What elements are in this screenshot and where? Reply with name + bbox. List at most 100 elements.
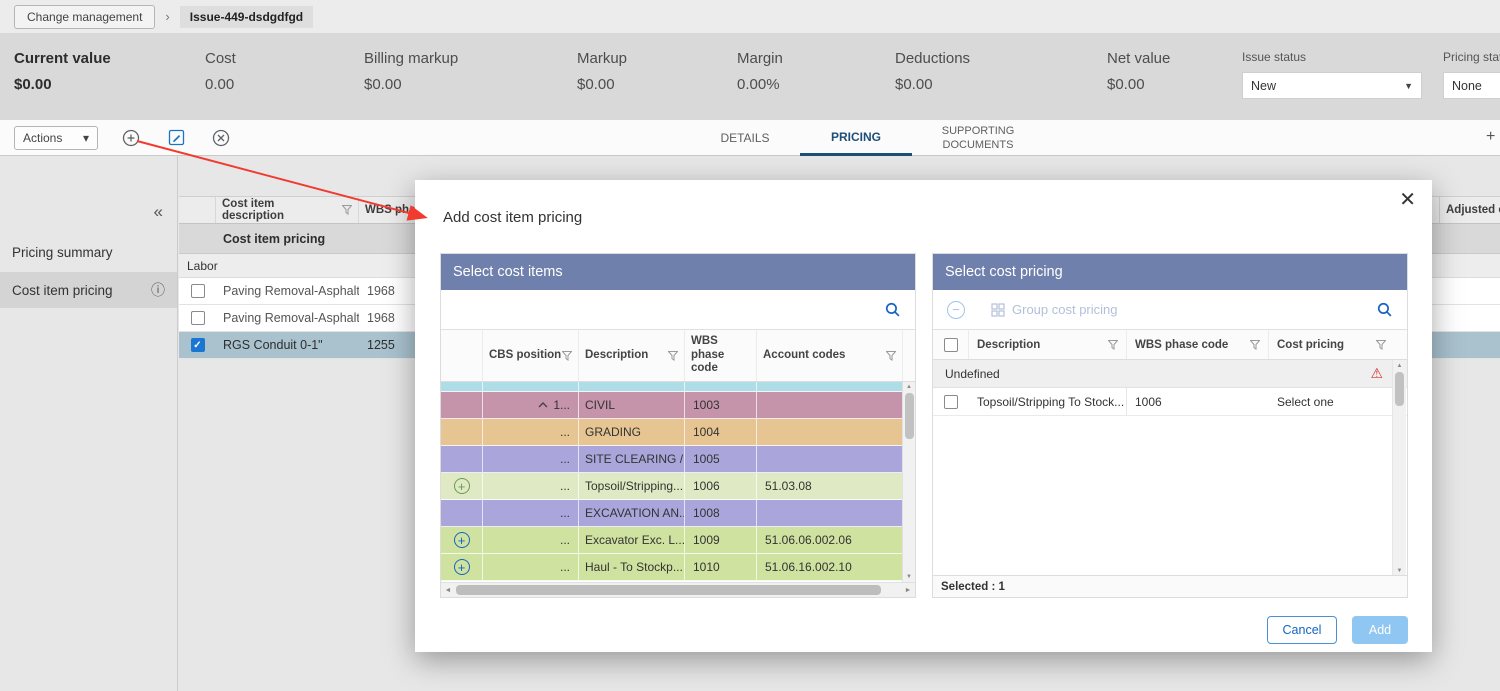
cost-items-table-header: CBS position Description WBS phase code … bbox=[441, 330, 915, 382]
tab[interactable]: PRICING bbox=[800, 120, 912, 156]
sidebar-item-label: Pricing summary bbox=[12, 244, 113, 260]
cost-item-description: CIVIL bbox=[579, 392, 685, 419]
cost-item-row[interactable]: + ... Excavator Exc. L... 1009 51.06.06.… bbox=[441, 527, 915, 554]
metric-value: $0.00 bbox=[14, 76, 52, 93]
sidebar-item-cost-item-pricing[interactable]: Cost item pricing ⓘ bbox=[0, 272, 177, 308]
cost-item-row[interactable]: ... EXCAVATION AN... 1008 bbox=[441, 500, 915, 527]
scrollbar-thumb[interactable] bbox=[456, 585, 881, 595]
close-icon[interactable]: ✕ bbox=[1399, 189, 1416, 211]
wbs-phase-code-value: 1005 bbox=[685, 446, 757, 473]
filter-icon[interactable] bbox=[668, 350, 678, 361]
filter-icon[interactable] bbox=[342, 205, 352, 215]
row-checkbox[interactable] bbox=[190, 284, 205, 298]
add-cost-item-icon[interactable]: + bbox=[453, 478, 470, 494]
row-wbs-phase: 1255 bbox=[367, 338, 395, 352]
breadcrumb-parent-button[interactable]: Change management bbox=[14, 4, 156, 29]
scroll-up-icon[interactable]: ▲ bbox=[1396, 362, 1403, 369]
breadcrumb-separator-icon: › bbox=[165, 9, 170, 24]
cost-item-description: Topsoil/Stripping... bbox=[579, 473, 685, 500]
metric-value: $0.00 bbox=[577, 76, 615, 93]
add-circle-icon[interactable] bbox=[122, 129, 140, 147]
edit-icon[interactable] bbox=[167, 129, 185, 147]
header-cost-item-description[interactable]: Cost item description bbox=[216, 197, 359, 223]
select-all-checkbox[interactable] bbox=[943, 337, 958, 352]
cost-item-row[interactable]: 1... CIVIL 1003 bbox=[441, 392, 915, 419]
tab-label: PRICING bbox=[830, 129, 881, 144]
row-description: Paving Removal-Asphalt bbox=[223, 311, 359, 325]
actions-button[interactable]: Actions ▾ bbox=[14, 125, 98, 150]
row-checkbox[interactable] bbox=[190, 311, 205, 325]
header-cost-pricing[interactable]: Cost pricing bbox=[1269, 330, 1394, 359]
select-cost-items-header: Select cost items bbox=[441, 254, 915, 290]
column-label: Description bbox=[585, 348, 649, 361]
scroll-down-icon[interactable]: ▼ bbox=[1396, 567, 1403, 574]
cost-item-row[interactable]: + ... Haul - To Stockp... 1010 51.06.16.… bbox=[441, 554, 915, 581]
header-wbs-phase-code[interactable]: WBS phase code bbox=[685, 330, 757, 381]
add-cost-item-icon[interactable]: + bbox=[453, 559, 470, 575]
horizontal-scrollbar[interactable]: ◄ ► bbox=[441, 582, 915, 597]
cancel-button[interactable]: Cancel bbox=[1267, 616, 1337, 644]
sidebar-item-label: Cost item pricing bbox=[12, 282, 113, 298]
collapse-sidebar-icon[interactable]: « bbox=[153, 202, 163, 221]
header-description[interactable]: Description bbox=[579, 330, 685, 381]
wbs-phase-code-value: 1003 bbox=[685, 392, 757, 419]
header-expand-column bbox=[441, 330, 483, 381]
cancel-circle-icon[interactable] bbox=[212, 129, 230, 147]
tab[interactable]: DETAILS bbox=[690, 120, 800, 156]
filter-icon[interactable] bbox=[562, 350, 572, 361]
vertical-scrollbar[interactable]: ▲ ▼ bbox=[902, 382, 915, 582]
cost-item-row[interactable]: ... GRADING 1004 bbox=[441, 419, 915, 446]
account-codes-value: 51.03.08 bbox=[757, 473, 903, 500]
search-icon[interactable] bbox=[884, 301, 901, 318]
filter-icon[interactable] bbox=[1376, 339, 1386, 350]
wbs-phase-code-value: 1006 bbox=[685, 473, 757, 500]
group-header-label: Cost item pricing bbox=[223, 231, 326, 246]
filter-icon[interactable] bbox=[1108, 339, 1118, 350]
header-adjusted-cost[interactable]: Adjusted co bbox=[1439, 197, 1500, 223]
cost-item-row[interactable]: ... SITE CLEARING /... 1005 bbox=[441, 446, 915, 473]
cost-item-description: EXCAVATION AN... bbox=[579, 500, 685, 527]
scroll-left-icon[interactable]: ◄ bbox=[444, 586, 452, 594]
add-button[interactable]: Add bbox=[1352, 616, 1408, 644]
info-icon[interactable]: ⓘ bbox=[151, 282, 165, 298]
scroll-down-icon[interactable]: ▼ bbox=[906, 574, 912, 580]
cost-pricing-row[interactable]: Topsoil/Stripping To Stock... 1006 Selec… bbox=[933, 388, 1407, 416]
metric-value: 0.00 bbox=[205, 76, 235, 93]
issue-status-select[interactable]: New ▼ bbox=[1242, 72, 1422, 99]
scroll-up-icon[interactable]: ▲ bbox=[906, 384, 912, 390]
group-cost-pricing-button[interactable]: Group cost pricing bbox=[991, 302, 1118, 317]
filter-icon[interactable] bbox=[886, 350, 896, 361]
cbs-position-value: ... bbox=[559, 452, 570, 466]
scrollbar-thumb[interactable] bbox=[1395, 372, 1404, 406]
select-cost-pricing-panel: Select cost pricing − Group cost pricing… bbox=[932, 253, 1408, 598]
pricing-status-select[interactable]: None bbox=[1443, 72, 1500, 99]
cost-pricing-select[interactable]: Select one bbox=[1277, 394, 1334, 409]
row-wbs-phase-code: 1006 bbox=[1135, 394, 1162, 409]
remove-circle-icon[interactable]: − bbox=[947, 300, 965, 319]
cost-items-search-row bbox=[441, 290, 915, 330]
metric-value: 0.00% bbox=[737, 76, 780, 93]
header-account-codes[interactable]: Account codes bbox=[757, 330, 903, 381]
row-checkbox[interactable] bbox=[190, 338, 205, 352]
sidebar-item-pricing-summary[interactable]: Pricing summary bbox=[0, 236, 177, 268]
search-icon[interactable] bbox=[1376, 301, 1393, 318]
group-row-undefined[interactable]: Undefined ⚠ bbox=[933, 360, 1407, 388]
chevron-up-icon[interactable] bbox=[538, 402, 548, 408]
cbs-position-value: ... bbox=[559, 425, 570, 439]
issue-status-label: Issue status bbox=[1242, 50, 1307, 64]
scrollbar-thumb[interactable] bbox=[905, 393, 914, 439]
tab[interactable]: SUPPORTING DOCUMENTS bbox=[912, 120, 1044, 156]
header-description[interactable]: Description bbox=[969, 330, 1127, 359]
header-cbs-position[interactable]: CBS position bbox=[483, 330, 579, 381]
tab-label: SUPPORTING DOCUMENTS bbox=[941, 124, 1015, 151]
cost-items-search-input[interactable] bbox=[455, 302, 884, 317]
filter-icon[interactable] bbox=[1250, 339, 1260, 350]
plus-icon[interactable]: + bbox=[1486, 128, 1496, 145]
scroll-right-icon[interactable]: ► bbox=[904, 586, 912, 594]
cbs-position-value: ... bbox=[559, 533, 570, 547]
cost-item-row[interactable]: + ... Topsoil/Stripping... 1006 51.03.08 bbox=[441, 473, 915, 500]
vertical-scrollbar[interactable]: ▲ ▼ bbox=[1392, 360, 1406, 576]
header-wbs-phase-code[interactable]: WBS phase code bbox=[1127, 330, 1269, 359]
add-cost-item-icon[interactable]: + bbox=[453, 532, 470, 548]
row-checkbox[interactable] bbox=[944, 394, 958, 409]
